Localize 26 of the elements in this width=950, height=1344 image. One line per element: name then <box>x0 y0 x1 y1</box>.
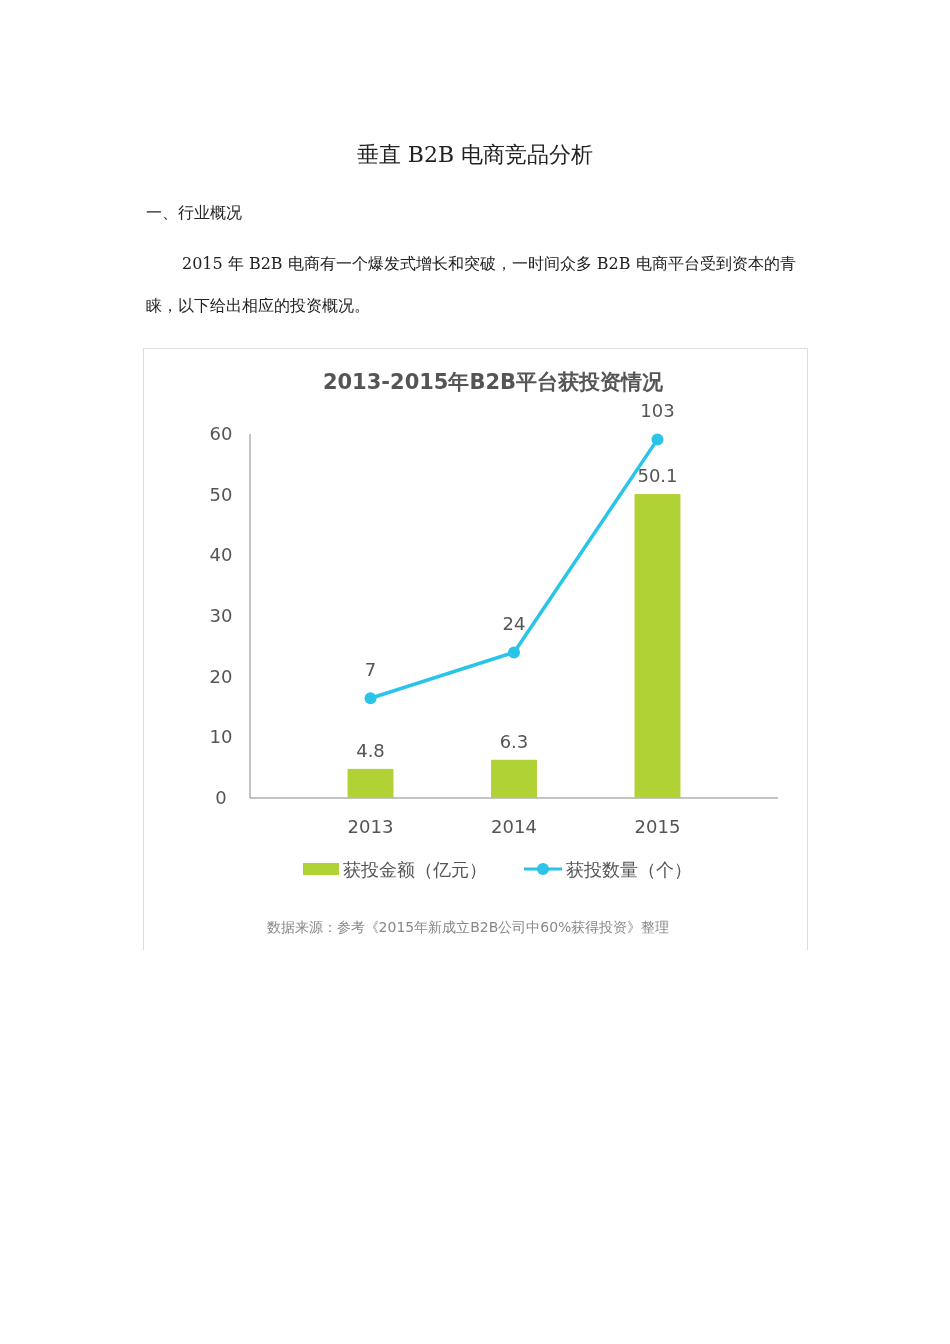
y-tick-label: 60 <box>209 423 233 444</box>
text: 2015 年 B2B 电商有一个爆发式增长和突破，一时间众多 B2B 电商平台受到资本的青睐，以下给出相应的投资概况。 <box>146 254 796 315</box>
data-label: 50.1 <box>637 465 678 487</box>
data-label: 103 <box>640 400 675 422</box>
x-tick-label: 2015 <box>634 816 681 837</box>
source-note: 数据来源：参考《2015年新成立B2B公司中60%获得投资》整理 <box>266 919 670 935</box>
y-tick-label: 20 <box>209 665 233 687</box>
legend-label: 获投金额（亿元） <box>343 859 487 880</box>
bar <box>634 494 681 798</box>
y-tick-label: 50 <box>209 483 233 505</box>
text: 垂直 B2B 电商竞品分析 <box>355 141 595 169</box>
data-label: 24 <box>502 613 526 635</box>
x-tick-label: 2014 <box>491 816 537 837</box>
y-tick-label: 0 <box>215 787 227 808</box>
legend-label: 获投数量（个） <box>566 859 692 880</box>
text: 一、行业概况 <box>146 203 242 224</box>
data-label: 6.3 <box>499 730 529 752</box>
y-tick-label: 30 <box>209 605 233 626</box>
y-tick-label: 10 <box>209 726 233 748</box>
bar <box>491 759 537 798</box>
x-tick-label: 2013 <box>347 816 394 837</box>
bar <box>347 768 394 798</box>
chart-title: 2013-2015年B2B平台获投资情况 <box>322 370 665 394</box>
y-tick-label: 40 <box>209 544 233 566</box>
data-label: 4.8 <box>356 739 385 761</box>
data-label: 7 <box>364 659 377 681</box>
